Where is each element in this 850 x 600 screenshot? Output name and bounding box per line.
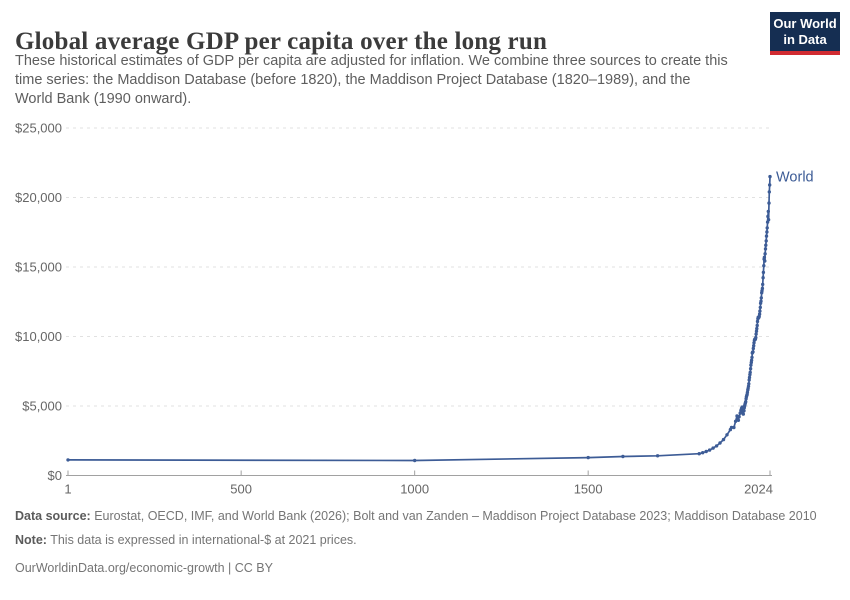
data-point[interactable] [737, 415, 741, 419]
data-point[interactable] [741, 412, 745, 416]
owid-logo[interactable]: Our World in Data [770, 12, 840, 55]
data-point[interactable] [697, 452, 701, 456]
data-point[interactable] [764, 234, 769, 238]
note-label: Note: [15, 533, 47, 547]
data-point[interactable] [757, 312, 762, 316]
data-point[interactable] [766, 214, 770, 219]
data-point[interactable] [758, 305, 762, 310]
owid-logo-line2: in Data [783, 32, 827, 47]
y-axis-label: $0 [48, 468, 62, 483]
data-point[interactable] [707, 448, 712, 452]
data-point[interactable] [714, 444, 719, 448]
page-title: Global average GDP per capita over the l… [15, 27, 548, 55]
data-point[interactable] [745, 390, 750, 395]
data-point[interactable] [749, 358, 754, 362]
data-point[interactable] [747, 382, 751, 386]
data-point[interactable] [759, 296, 763, 300]
data-source-label: Data source: [15, 509, 91, 523]
chart-footer: Data source: Eurostat, OECD, IMF, and Wo… [15, 508, 827, 577]
x-axis-label: 1 [64, 482, 71, 497]
data-point[interactable] [725, 433, 729, 437]
world-line[interactable] [67, 175, 771, 462]
data-point[interactable] [761, 276, 765, 280]
data-point[interactable] [736, 418, 741, 422]
subtitle-line: World Bank (1990 onward). [15, 91, 192, 107]
data-point[interactable] [748, 370, 752, 375]
data-point[interactable] [750, 355, 754, 360]
y-axis-label: $20,000 [15, 190, 62, 205]
data-point[interactable] [754, 332, 758, 336]
data-point[interactable] [704, 449, 708, 454]
data-point[interactable] [764, 243, 768, 247]
data-point[interactable] [760, 286, 765, 291]
data-point[interactable] [763, 252, 767, 256]
data-point[interactable] [768, 183, 772, 187]
data-point[interactable] [721, 437, 726, 442]
data-point[interactable] [767, 190, 771, 194]
x-axis-label: 1500 [574, 482, 603, 497]
data-point[interactable] [711, 446, 715, 450]
data-point[interactable] [754, 335, 758, 340]
data-point[interactable] [752, 344, 756, 348]
x-axis-label: 2024 [744, 482, 773, 497]
data-point[interactable] [751, 346, 755, 351]
x-axis-label: 1000 [400, 482, 429, 497]
data-point[interactable] [746, 384, 751, 388]
owid-logo-line1: Our World [773, 16, 837, 31]
data-point[interactable] [66, 458, 70, 462]
data-point[interactable] [742, 409, 746, 413]
data-point[interactable] [768, 174, 772, 179]
y-axis-label: $5,000 [22, 399, 62, 414]
data-point[interactable] [732, 425, 736, 430]
chart-subtitle: These historical estimates of GDP per ca… [15, 52, 775, 109]
data-point[interactable] [729, 425, 734, 430]
y-axis-label: $15,000 [15, 260, 62, 275]
data-point[interactable] [748, 367, 753, 371]
owid-url-license-link[interactable]: OurWorldinData.org/economic-growth | CC … [15, 561, 273, 575]
data-point[interactable] [701, 451, 705, 455]
data-point[interactable] [762, 255, 767, 259]
data-point[interactable] [747, 378, 751, 382]
y-axis-label: $10,000 [15, 329, 62, 344]
note-text: This data is expressed in international-… [46, 533, 357, 547]
data-point[interactable] [767, 201, 771, 205]
data-point[interactable] [761, 270, 766, 275]
subtitle-line: time series: the Maddison Database (befo… [15, 72, 691, 88]
data-point[interactable] [749, 363, 753, 367]
data-point[interactable] [751, 350, 755, 354]
note-line: Note: This data is expressed in internat… [15, 532, 827, 549]
data-source-line: Data source: Eurostat, OECD, IMF, and Wo… [15, 508, 827, 525]
data-source-text: Eurostat, OECD, IMF, and World Bank (202… [90, 509, 817, 523]
data-point[interactable] [754, 329, 759, 333]
data-point[interactable] [759, 299, 763, 303]
data-point[interactable] [762, 264, 766, 268]
data-point[interactable] [586, 455, 590, 460]
data-point[interactable] [413, 458, 417, 463]
data-point[interactable] [621, 454, 625, 459]
data-point[interactable] [766, 209, 770, 214]
data-point[interactable] [764, 239, 768, 243]
data-point[interactable] [765, 226, 769, 230]
data-point[interactable] [755, 319, 760, 324]
data-point[interactable] [752, 341, 756, 345]
data-point[interactable] [763, 259, 767, 263]
data-point[interactable] [744, 400, 748, 404]
data-point[interactable] [718, 441, 722, 445]
data-point[interactable] [755, 326, 759, 331]
data-point[interactable] [758, 309, 762, 313]
data-point[interactable] [655, 454, 660, 458]
x-axis-label: 500 [230, 482, 252, 497]
y-axis-label: $25,000 [15, 121, 62, 136]
subtitle-line: These historical estimates of GDP per ca… [15, 53, 728, 69]
data-point[interactable] [765, 230, 769, 234]
data-point[interactable] [761, 282, 765, 287]
data-point[interactable] [755, 323, 759, 328]
data-point[interactable] [747, 375, 752, 380]
data-point[interactable] [763, 247, 768, 251]
series-label-world[interactable]: World [776, 170, 814, 186]
data-point[interactable] [766, 218, 771, 222]
